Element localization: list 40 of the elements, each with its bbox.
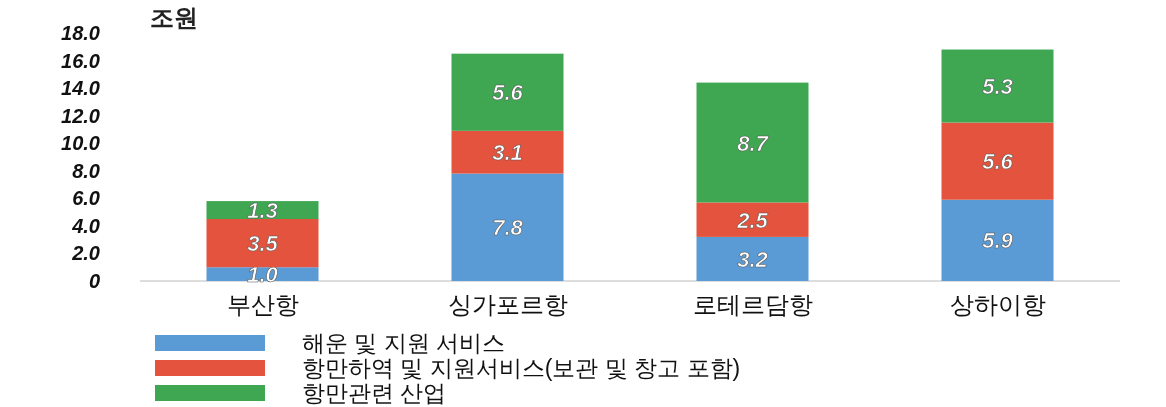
x-tick-label: 상하이항 <box>949 291 1046 318</box>
y-tick-label: 0 <box>88 270 100 292</box>
bar <box>941 199 1054 281</box>
data-label: 3.5 <box>247 231 279 257</box>
data-label: 3.2 <box>737 246 769 272</box>
legend-label: 항만관련 산업 <box>302 380 447 406</box>
bar <box>696 236 809 281</box>
bar <box>696 82 809 203</box>
data-label: 2.5 <box>736 207 769 233</box>
bar <box>206 219 319 268</box>
y-tick-label: 18.0 <box>61 22 100 44</box>
data-label: 5.6 <box>492 80 524 106</box>
data-label: 3.1 <box>492 140 523 166</box>
bar <box>451 130 564 174</box>
y-tick-label: 14.0 <box>61 77 100 100</box>
y-tick-label: 4.0 <box>71 214 100 237</box>
data-label: 1.3 <box>247 198 278 224</box>
y-tick-label: 6.0 <box>72 187 100 210</box>
bar <box>696 202 809 237</box>
y-tick-label: 12.0 <box>61 104 100 127</box>
bar <box>451 53 564 131</box>
bar <box>451 173 564 281</box>
bar <box>941 122 1054 200</box>
data-label: 5.9 <box>982 228 1014 254</box>
data-label: 8.7 <box>737 130 770 156</box>
y-tick-label: 16.0 <box>61 49 100 72</box>
data-label: 5.6 <box>982 149 1014 175</box>
x-tick-label: 부산항 <box>226 291 299 318</box>
y-tick-label: 8.0 <box>72 159 100 182</box>
y-axis-title: 조원 <box>150 4 198 31</box>
y-tick-label: 10.0 <box>61 132 100 155</box>
data-label: 7.8 <box>492 215 524 241</box>
data-label: 1.0 <box>247 262 279 288</box>
data-label: 5.3 <box>982 74 1013 100</box>
legend-label: 항만하역 및 지원서비스(보관 및 창고 포함) <box>302 355 741 381</box>
x-tick-label: 싱가포르항 <box>447 291 568 318</box>
legend-label: 해운 및 지원 서비스 <box>302 330 506 356</box>
bar <box>941 49 1054 123</box>
x-tick-label: 로테르담항 <box>692 291 813 318</box>
y-tick-label: 2.0 <box>71 242 100 265</box>
